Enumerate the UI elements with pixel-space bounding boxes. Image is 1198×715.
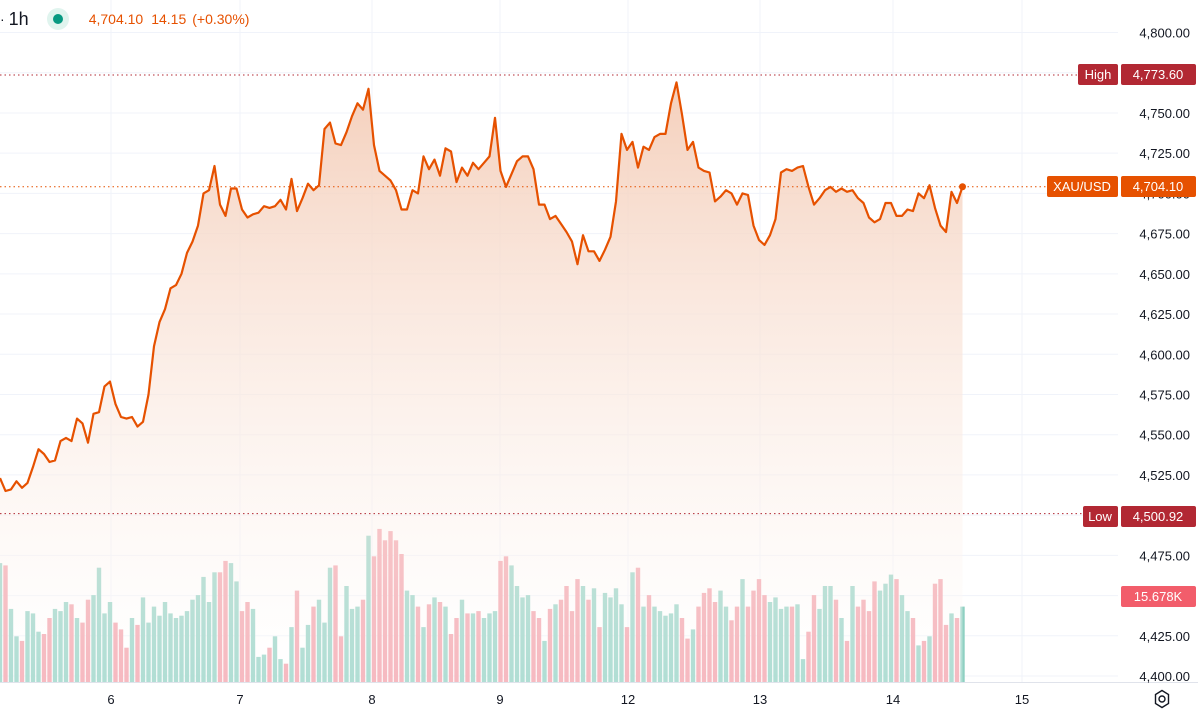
price-tick-label: 4,675.00 [1139, 227, 1190, 242]
high-label-box [1078, 64, 1118, 85]
time-tick-label: 8 [368, 692, 375, 707]
low-value: 4,500.92 [1133, 509, 1184, 524]
volume-value: 15.678K [1134, 589, 1183, 604]
symbol-value: 4,704.10 [1133, 179, 1184, 194]
price-tick-label: 4,725.00 [1139, 146, 1190, 161]
legend-price: 4,704.10 [88, 11, 144, 27]
symbol-value-box [1121, 176, 1196, 197]
symbol-label: XAU/USD [1053, 179, 1111, 194]
symbol-legend: · 1h 4,704.10 14.15 (+0.30%) [0, 8, 249, 30]
price-tick-label: 4,600.00 [1139, 347, 1190, 362]
legend-separator: · [0, 11, 5, 27]
time-tick-label: 14 [886, 692, 900, 707]
time-tick-label: 6 [107, 692, 114, 707]
high-value: 4,773.60 [1133, 67, 1184, 82]
price-line [0, 81, 964, 493]
price-tick-label: 4,550.00 [1139, 428, 1190, 443]
low-value-box [1121, 506, 1196, 527]
time-tick-label: 13 [753, 692, 767, 707]
low-label: Low [1088, 509, 1112, 524]
high-value-box [1121, 64, 1196, 85]
high-label: High [1085, 67, 1112, 82]
time-axis: 6 7 8 9 12 13 14 15 [107, 692, 1029, 707]
price-tick-label: 4,650.00 [1139, 267, 1190, 282]
price-tick-label: 4,575.00 [1139, 387, 1190, 402]
interval-label[interactable]: 1h [8, 8, 29, 29]
time-tick-label: 15 [1015, 692, 1029, 707]
price-axis: 4,800.004,775.004,750.004,725.004,700.00… [1139, 26, 1190, 685]
time-tick-label: 7 [236, 692, 243, 707]
volume-value-box [1121, 586, 1196, 607]
price-tick-label: 4,750.00 [1139, 106, 1190, 121]
low-label-box [1083, 506, 1118, 527]
legend-change-pct: (+0.30%) [192, 11, 250, 27]
price-tick-label: 4,625.00 [1139, 307, 1190, 322]
time-tick-label: 9 [496, 692, 503, 707]
market-status-icon[interactable] [46, 8, 69, 30]
price-tick-label: 4,400.00 [1139, 669, 1190, 684]
legend-change: 14.15 [151, 11, 187, 27]
price-area [0, 82, 963, 682]
price-tick-label: 4,425.00 [1139, 629, 1190, 644]
settings-gear-icon[interactable] [1152, 689, 1172, 709]
symbol-label-box [1047, 176, 1118, 197]
price-tick-label: 4,800.00 [1139, 26, 1190, 41]
time-tick-label: 12 [621, 692, 635, 707]
last-price-dot [959, 183, 966, 191]
price-tick-label: 4,475.00 [1139, 548, 1190, 563]
price-tick-label: 4,525.00 [1139, 468, 1190, 483]
